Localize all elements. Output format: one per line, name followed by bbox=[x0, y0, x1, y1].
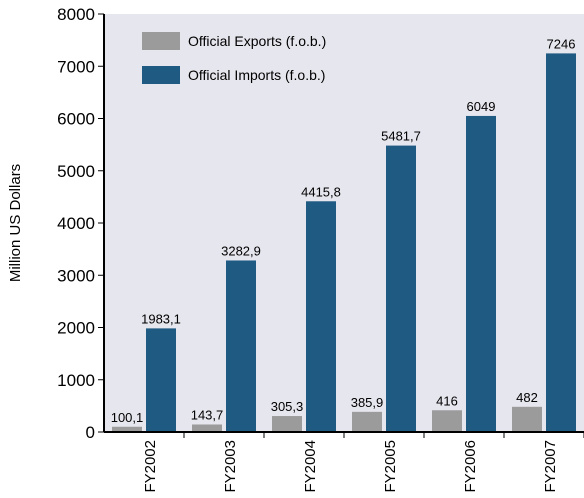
y-tick-label: 7000 bbox=[57, 57, 95, 76]
x-tick-label: FY2007 bbox=[542, 440, 559, 493]
import-bar bbox=[466, 115, 496, 432]
x-tick-label: FY2005 bbox=[382, 440, 399, 493]
import-bar bbox=[146, 328, 176, 432]
export-data-label: 416 bbox=[436, 393, 458, 408]
export-bar bbox=[192, 424, 222, 432]
import-data-label: 1983,1 bbox=[141, 311, 181, 326]
y-tick-label: 8000 bbox=[57, 5, 95, 24]
export-bar bbox=[112, 426, 142, 432]
x-tick-label: FY2004 bbox=[302, 440, 319, 493]
import-data-label: 6049 bbox=[467, 99, 496, 114]
plot-area bbox=[104, 14, 584, 432]
import-data-label: 4415,8 bbox=[301, 184, 341, 199]
x-tick-label: FY2006 bbox=[462, 440, 479, 493]
y-tick-label: 1000 bbox=[57, 371, 95, 390]
y-tick-label: 2000 bbox=[57, 319, 95, 338]
y-tick-label: 3000 bbox=[57, 266, 95, 285]
import-bar bbox=[386, 145, 416, 432]
import-bar bbox=[226, 260, 256, 432]
x-tick-label: FY2002 bbox=[142, 440, 159, 493]
import-bar bbox=[546, 53, 576, 433]
export-bar bbox=[272, 416, 302, 432]
import-data-label: 5481,7 bbox=[381, 129, 421, 144]
x-tick-label: FY2003 bbox=[222, 440, 239, 493]
y-tick-label: 4000 bbox=[57, 214, 95, 233]
y-tick-label: 5000 bbox=[57, 162, 95, 181]
x-axis-ticks: FY2002 FY2003 FY2004 FY2005 FY2006 FY2007 bbox=[142, 432, 584, 493]
export-data-label: 305,3 bbox=[271, 399, 304, 414]
import-bar bbox=[306, 201, 336, 432]
legend-label-imports: Official Imports (f.o.b.) bbox=[188, 67, 325, 83]
import-data-label: 3282,9 bbox=[221, 243, 261, 258]
y-axis-ticks: 0 1000 2000 3000 4000 5000 6000 7000 8000 bbox=[57, 5, 104, 442]
export-data-label: 482 bbox=[516, 390, 538, 405]
legend-swatch-exports bbox=[142, 32, 180, 50]
export-data-label: 143,7 bbox=[191, 407, 224, 422]
y-axis-title: Million US Dollars bbox=[7, 164, 24, 282]
y-tick-label: 6000 bbox=[57, 110, 95, 129]
legend: Official Exports (f.o.b.) Official Import… bbox=[142, 32, 326, 84]
export-bar bbox=[432, 410, 462, 432]
export-data-label: 100,1 bbox=[111, 410, 144, 425]
export-data-label: 385,9 bbox=[351, 395, 384, 410]
import-data-label: 7246 bbox=[547, 36, 576, 51]
export-bar bbox=[512, 406, 542, 432]
export-bar bbox=[352, 411, 382, 432]
legend-label-exports: Official Exports (f.o.b.) bbox=[188, 33, 326, 49]
y-tick-label: 0 bbox=[86, 423, 95, 442]
data-labels-group: 100,1 1983,1 143,7 3282,9 305,3 4415,8 385,9 54… bbox=[111, 36, 576, 424]
legend-swatch-imports bbox=[142, 66, 180, 84]
bars-group bbox=[112, 53, 576, 433]
